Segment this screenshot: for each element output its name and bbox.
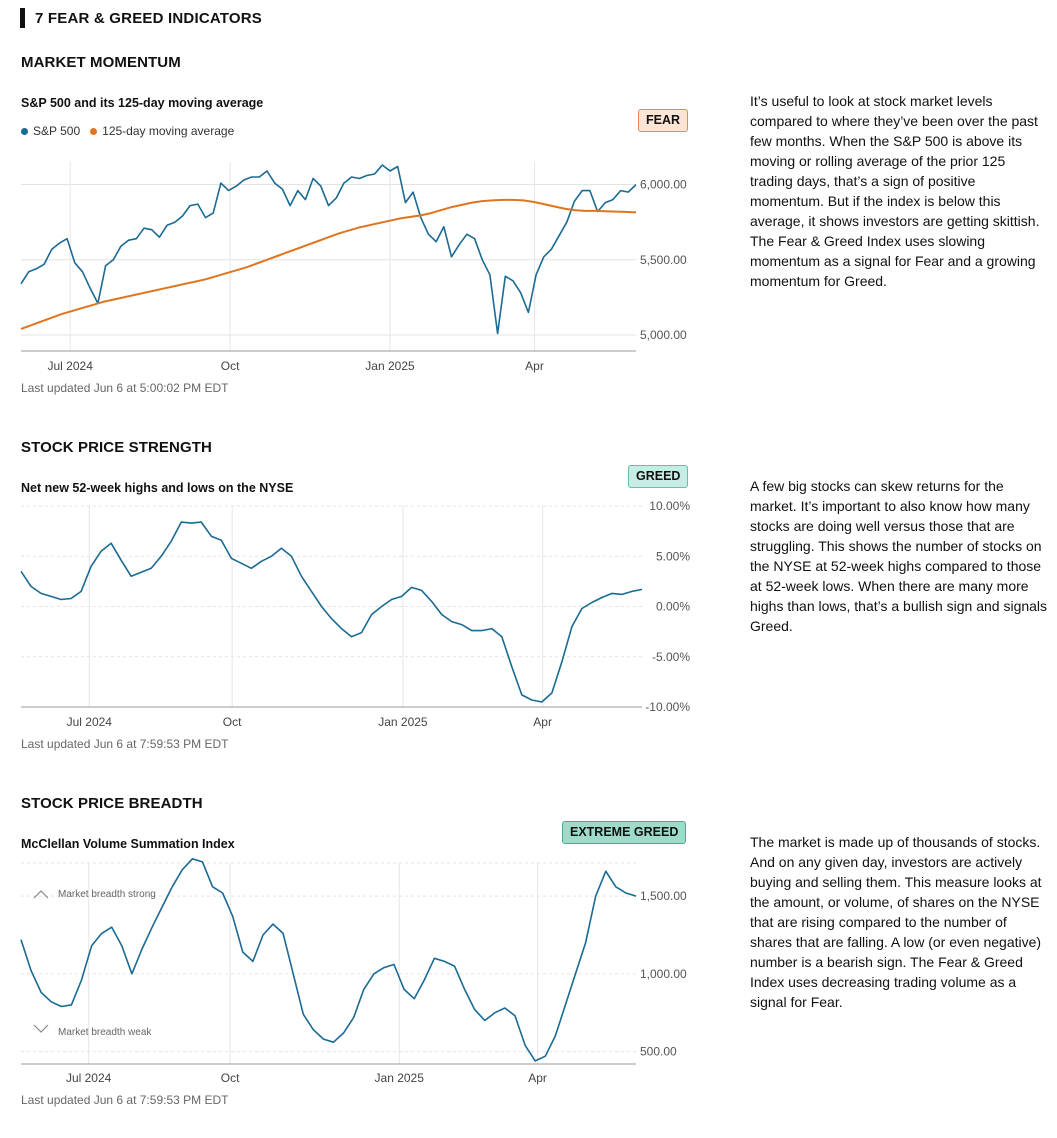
legend-item-moving-average: 125-day moving average (90, 124, 234, 138)
chevron-up-icon (33, 890, 49, 899)
y-tick-label: -10.00% (645, 700, 690, 714)
indicator-description: It’s useful to look at stock market leve… (750, 93, 1040, 289)
last-updated: Last updated Jun 6 at 5:00:02 PM EDT (21, 381, 229, 395)
x-tick-label: Oct (223, 715, 242, 729)
y-tick-label: -5.00% (652, 650, 690, 664)
annotation-breadth-weak: Market breadth weak (58, 1027, 152, 1038)
page-title: 7 FEAR & GREED INDICATORS (35, 9, 262, 27)
x-tick-label: Apr (528, 1071, 547, 1085)
last-updated: Last updated Jun 6 at 7:59:53 PM EDT (21, 737, 229, 751)
chart-title: S&P 500 and its 125-day moving average (21, 96, 264, 110)
status-badge: GREED (628, 465, 689, 488)
section-title: MARKET MOMENTUM (21, 54, 181, 71)
series-line (20, 164, 637, 335)
legend-label: 125-day moving average (102, 124, 235, 138)
y-tick-label: 5,500.00 (640, 253, 687, 267)
x-tick-label: Jul 2024 (66, 1071, 112, 1085)
header-accent-bar (20, 8, 25, 28)
chart-title: McClellan Volume Summation Index (21, 837, 235, 851)
y-tick-label: 10.00% (649, 499, 690, 513)
moving-average-line (20, 198, 637, 330)
section-title: STOCK PRICE STRENGTH (21, 439, 212, 456)
legend-item-sp500: S&P 500 (21, 124, 80, 138)
y-tick-label: 6,000.00 (640, 178, 687, 192)
x-tick-label: Jan 2025 (378, 715, 428, 729)
legend-dot (90, 127, 98, 135)
y-tick-label: 5.00% (656, 549, 690, 563)
x-tick-label: Apr (533, 715, 552, 729)
series-line (20, 521, 643, 703)
status-badge: EXTREME GREED (562, 821, 687, 844)
y-tick-label: 1,500.00 (640, 889, 687, 903)
y-tick-label: 1,000.00 (640, 967, 687, 981)
indicator-description: The market is made up of thousands of st… (750, 834, 1042, 1010)
y-tick-label: 0.00% (656, 600, 690, 614)
status-badge: FEAR (638, 109, 689, 132)
chart-title: Net new 52-week highs and lows on the NY… (21, 481, 294, 495)
chart-legend: S&P 500 125-day moving average (21, 124, 244, 138)
mcclellan-chart: 500.00 1,000.00 1,500.00 Jul 2024 Oct Jan 202… (20, 858, 687, 1085)
x-tick-label: Jan 2025 (375, 1071, 425, 1085)
y-tick-label: 5,000.00 (640, 328, 687, 342)
sp500-chart: 5,000.00 5,500.00 6,000.00 Jul 2024 Oct Jan 2… (20, 162, 687, 373)
x-tick-label: Oct (221, 1071, 240, 1085)
x-tick-label: Jul 2024 (48, 359, 94, 373)
legend-dot (21, 127, 28, 135)
x-tick-label: Oct (221, 359, 240, 373)
page-header: 7 FEAR & GREED INDICATORS (20, 8, 262, 28)
x-tick-label: Jul 2024 (67, 715, 113, 729)
section-title: STOCK PRICE BREADTH (21, 795, 203, 812)
x-tick-label: Jan 2025 (365, 359, 415, 373)
y-tick-label: 500.00 (640, 1045, 677, 1059)
indicator-description: A few big stocks can skew returns for th… (750, 478, 1048, 634)
chevron-down-icon (33, 1024, 49, 1033)
x-tick-label: Apr (525, 359, 544, 373)
highs-lows-chart: -10.00% -5.00% 0.00% 5.00% 10.00% Jul 2024 Oct… (20, 499, 690, 729)
annotation-breadth-strong: Market breadth strong (58, 889, 156, 900)
legend-label: S&P 500 (33, 124, 81, 138)
last-updated: Last updated Jun 6 at 7:59:53 PM EDT (21, 1093, 229, 1107)
series-line (20, 858, 637, 1062)
